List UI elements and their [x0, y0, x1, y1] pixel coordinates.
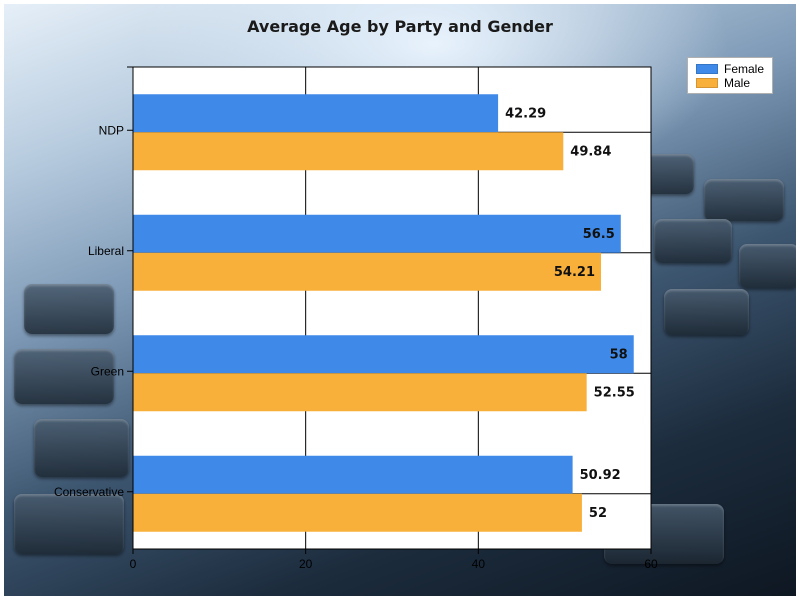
- bar-female: [133, 94, 499, 133]
- data-label: 42.29: [505, 106, 546, 121]
- legend-label-male: Male: [724, 76, 751, 90]
- bar-male: [133, 493, 582, 532]
- data-label: 54.21: [554, 265, 595, 280]
- legend-swatch-female: [696, 64, 718, 74]
- x-tick-label: 0: [130, 557, 137, 571]
- bar-female: [133, 335, 634, 374]
- data-label: 58: [610, 347, 628, 362]
- data-label: 50.92: [580, 468, 621, 483]
- chart-title: Average Age by Party and Gender: [247, 17, 553, 36]
- y-tick-label: NDP: [99, 123, 124, 137]
- data-label: 56.5: [583, 227, 615, 242]
- legend-label-female: Female: [724, 62, 765, 76]
- bar-male: [133, 252, 602, 291]
- x-tick-label: 40: [472, 557, 486, 571]
- x-tick-label: 20: [299, 557, 313, 571]
- y-tick-label: Green: [91, 364, 124, 378]
- plot-border: [132, 66, 652, 550]
- y-tick-label: Liberal: [88, 244, 124, 258]
- x-tick-label: 60: [644, 557, 658, 571]
- bar-male: [133, 132, 564, 171]
- data-label: 52: [589, 506, 607, 521]
- data-label: 52.55: [594, 385, 635, 400]
- legend-swatch-male: [696, 78, 718, 88]
- chart-legend: Female Male: [687, 57, 773, 94]
- bar-male: [133, 373, 587, 412]
- y-tick-label: Conservative: [54, 485, 124, 499]
- bar-female: [133, 455, 573, 494]
- data-label: 49.84: [570, 144, 611, 159]
- bar-female: [133, 214, 621, 253]
